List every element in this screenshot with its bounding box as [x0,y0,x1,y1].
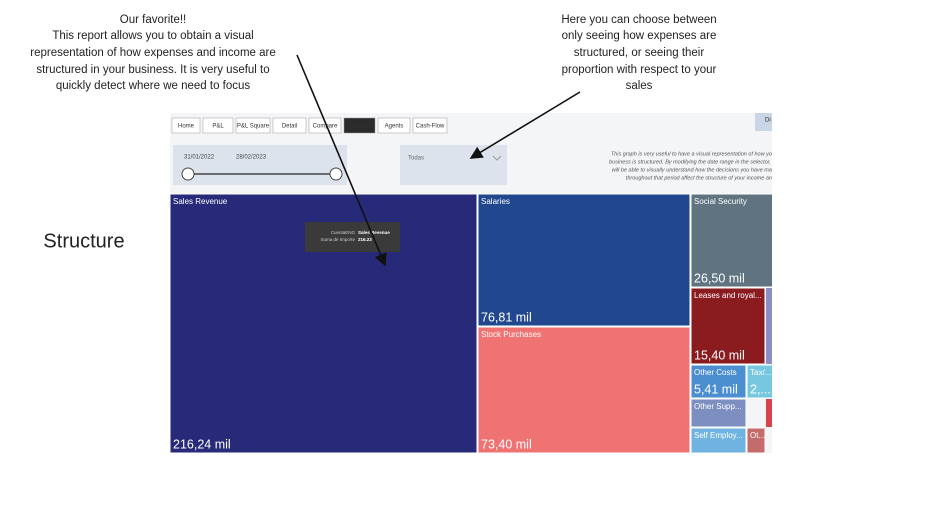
tab-label: Structure [347,124,372,130]
tab-label: Agents [385,124,404,130]
arrow [296,54,387,267]
tile-value: 2,... [750,382,771,396]
tooltip-field: Suma de Importe [320,237,355,242]
tab[interactable] [202,117,234,134]
tile-label: Tax/... [750,368,771,377]
description-line: business is structured. By modifying the… [609,159,776,165]
slider-handle[interactable] [329,167,343,181]
description-line: This graph is very useful to have a visu… [611,151,775,157]
tab[interactable] [412,117,448,134]
tile-value: 26,50 mil [694,271,745,285]
tile-label: Leases and royal... [694,291,762,300]
tab-bar: Home P&L P&L Square Detail Compare Structure A… [171,117,448,134]
treemap-tile[interactable]: Self Employ... [690,427,747,453]
annotation-line: This report allows you to obtain a visua… [52,30,253,42]
arrow [469,91,581,159]
annotation-line: structured, or seeing their [574,47,705,59]
annotation-line: proportion with respect to your [562,64,717,76]
description-line: throughout that period affect the struct… [626,175,776,181]
tile-box [746,427,766,453]
dropdown-value: Todas [408,156,424,162]
treemap-tile[interactable]: Ot... [746,427,766,453]
button-label: Di [765,118,771,124]
tile-label: Salaries [481,197,510,206]
date-end[interactable]: 28/02/2023 [236,155,267,161]
report-screenshot: Home P&L P&L Square Detail Compare Structure A… [170,113,776,453]
tile-value: 76,81 mil [481,310,532,324]
left-annotation: Our favorite!! This report allows you to… [30,14,276,92]
tooltip-value: 216.23 [358,237,372,242]
dropdown[interactable] [400,145,507,185]
tile-box [477,326,691,453]
tile-label: Ot... [750,431,765,440]
tile-label: Social Security [694,197,747,206]
treemap-tile[interactable]: Stock Purchases 73,40 mil [477,326,691,453]
treemap-tile[interactable]: Tax/... 2,... [746,364,775,399]
description-line: will be able to visually understand how … [612,167,776,173]
annotation-line: sales [626,80,653,92]
tile-box [690,398,747,428]
tile-value: 15,40 mil [694,348,745,362]
tile-label: Stock Purchases [481,330,541,339]
tile-box [477,193,691,327]
treemap-tile[interactable]: Leases and royal... 15,40 mil [690,287,766,365]
treemap: Sales Revenue 216,24 mil Salaries 76,81 mil… [170,193,775,453]
tile-value: 5,41 mil [694,382,738,396]
tab-label: P&L [212,124,224,130]
treemap-tile [766,288,772,364]
tab-label: Detail [282,124,297,130]
tile-label: Self Employ... [694,431,743,440]
tile-value: 73,40 mil [481,437,532,451]
button[interactable] [755,113,775,131]
annotation-line: structured in your business. It is very … [36,64,269,76]
tile-box [746,364,772,399]
treemap-tile[interactable]: Other Costs 5,41 mil [690,364,747,399]
tile-box [690,287,766,365]
treemap-tile [766,399,772,427]
tile-box [690,427,747,453]
tile-label: Other Supp... [694,402,742,411]
treemap-tile[interactable]: Other Supp... [690,398,747,428]
tile-label: Sales Revenue [173,197,228,206]
annotation-line: representation of how expenses and incom… [30,47,276,59]
tile-value: 216,24 mil [173,437,231,451]
tile-box [690,193,772,288]
dropdown-chevron [492,155,502,161]
treemap-tile[interactable]: Salaries 76,81 mil [477,193,691,327]
tab[interactable] [171,117,201,134]
tab-label: Home [178,124,195,130]
tooltip-value: Sales Revenue [358,230,390,235]
annotation-line: Here you can choose between [561,14,716,26]
slider-handle[interactable] [181,167,195,181]
tab[interactable] [272,117,307,134]
tab-label: P&L Square [237,124,270,130]
tab[interactable] [343,117,376,134]
tab-label: Compare [313,124,338,130]
annotation-line: only seeing how expenses are [562,30,717,42]
tile-label: Other Costs [694,368,737,377]
date-filter [173,145,347,185]
tab[interactable] [235,117,271,134]
tab[interactable] [308,117,342,134]
slide-title: Structure [43,230,124,252]
tab[interactable] [377,117,411,134]
date-start[interactable]: 31/01/2022 [184,155,215,161]
annotation-line: Our favorite!! [120,14,186,26]
tooltip: CuentaENG Sales Revenue Suma de Importe … [305,222,400,252]
tooltip-field: CuentaENG [331,230,356,235]
annotation-line: quickly detect where we need to focus [56,80,251,92]
right-annotation: Here you can choose between only seeing … [561,14,716,92]
treemap-tile[interactable]: Social Security 26,50 mil [690,193,775,288]
tile-box [690,364,747,399]
tab-label: Cash-Flow [416,124,445,130]
